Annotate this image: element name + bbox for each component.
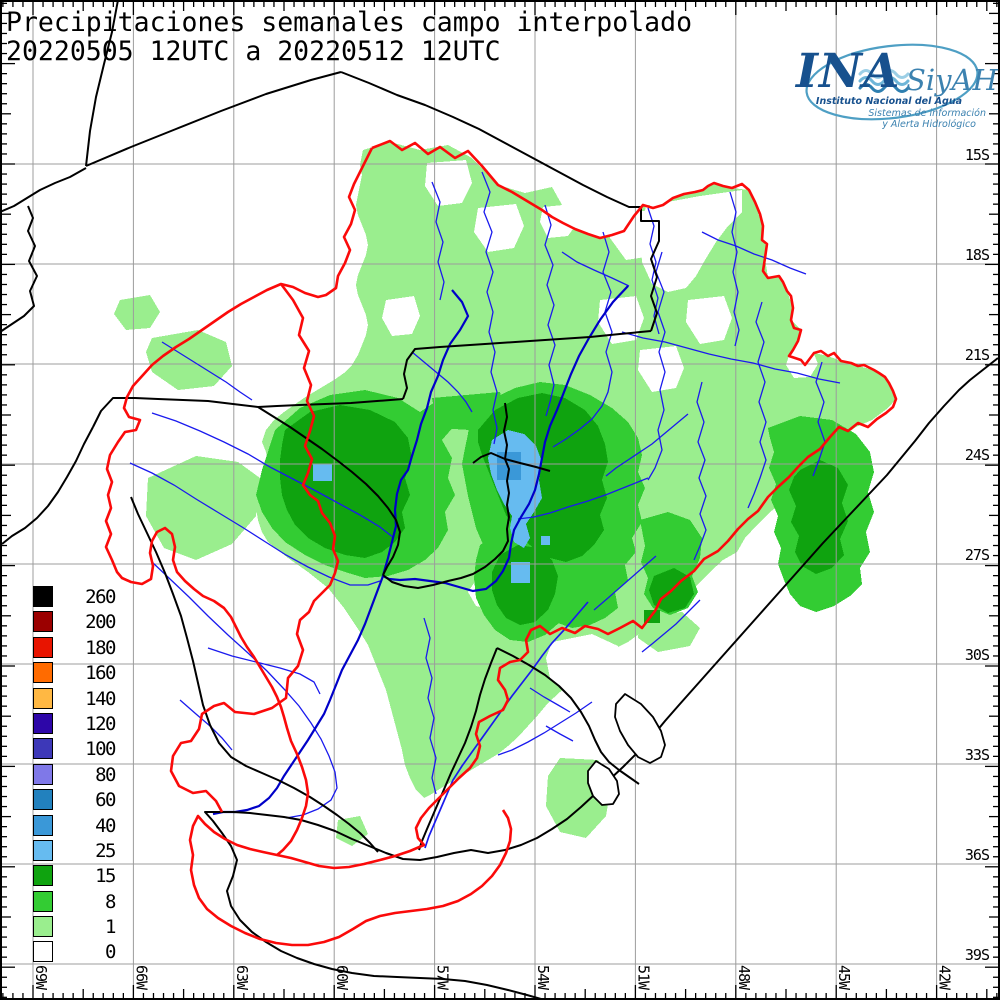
border-uruguay-brazil [496,647,640,785]
precip-light-green-patch [114,295,160,330]
lower-parana-river [212,575,385,816]
legend-value: 180 [85,636,116,659]
legend-swatch [33,839,53,861]
logo-ina-text: INA [796,44,901,99]
border-left-edge-1 [0,167,87,213]
lagoa-dos-patos [614,693,666,764]
map-title: Precipitaciones semanales campo interpol… [6,7,693,38]
lon-label: 60W [333,965,351,991]
border-bolivia-brazil [340,71,660,332]
lat-label: 30S [965,646,990,664]
border-pilcomayo [257,406,401,576]
legend-value: 8 [105,890,116,913]
lat-axis-labels: 15S 18S 21S 24S 27S 30S 33S 36S 39S [965,146,991,964]
legend-swatch [33,865,53,887]
legend-swatch [33,712,53,734]
coastline-atlantic [204,357,999,1000]
border-sierras-diagonal [130,496,379,853]
legend-swatch [33,611,53,633]
logo-subtitle-1: Instituto Nacional del Agua [815,96,962,107]
lon-label: 51W [634,965,652,991]
ina-siyah-logo: INA SiyAH Instituto Nacional del Agua Si… [780,40,998,130]
legend-value: 25 [95,839,116,862]
lat-label: 36S [965,846,990,864]
border-paraguay-brazil [503,402,508,460]
legend-swatch [33,814,53,836]
lon-axis-labels: 69W 66W 63W 60W 57W 54W 51W 48W 45W 42W [32,965,954,991]
logo-graphics [805,43,979,121]
paraguay-river [381,289,470,577]
legend-swatch [33,890,53,912]
legend-value: 15 [95,865,116,888]
lon-label: 57W [434,965,452,991]
border-parana-arg-par [382,458,510,589]
lon-label: 48W [735,965,753,991]
lat-label: 27S [965,546,990,564]
legend-value: 0 [105,941,116,964]
border-uruguay-west [418,647,498,851]
legend-value: 200 [85,611,116,634]
legend-value: 120 [85,712,116,735]
logo-wave-icon [858,69,910,93]
lagoa-mirim [587,760,620,806]
border-left-edge-2 [0,205,38,333]
border-bolivia-north [85,71,342,167]
lon-label: 66W [132,965,150,991]
rivers-layer [129,171,841,849]
lon-label: 45W [835,965,853,991]
lon-label: 42W [936,965,954,991]
logo-subtitle-3: y Alerta Hidrológico [882,119,976,130]
border-bolivia-paraguay [257,398,404,408]
border-iguazu-east [504,458,551,472]
legend-value: 60 [95,789,116,812]
lat-label: 18S [965,246,990,264]
lon-label: 69W [32,965,50,991]
precip-light-green-patch [336,816,368,846]
lon-label: 54W [534,965,552,991]
basin-west-outer [104,147,374,856]
border-andes-mid [1,426,94,545]
legend-value: 40 [95,814,116,837]
precipitation-layer [114,142,896,846]
legend-value: 80 [95,763,116,786]
legend-swatch [33,763,53,785]
basin-main-loop [188,139,898,947]
legend-value: 100 [85,738,116,761]
map-date-range: 20220505 12UTC a 20220512 12UTC [6,36,501,67]
legend-swatch [33,662,53,684]
legend-value: 160 [85,662,116,685]
basin-west-inner [169,283,340,813]
logo-swoosh-ellipse [805,43,979,121]
lat-label: 39S [965,946,990,964]
legend-swatch [33,789,53,811]
legend-swatch [33,916,53,938]
lat-label: 24S [965,446,990,464]
logo-siyah-text: SiyAH [906,63,998,97]
legend-swatch [33,636,53,658]
legend-swatch [33,687,53,709]
border-bolivia-paraguay-north [402,330,652,400]
basin-outline [104,139,898,947]
logo-subtitle-2: Sistemas de información [868,108,986,119]
legend-value: 260 [85,586,116,608]
legend-value: 140 [85,687,116,710]
legend-swatch [33,941,53,963]
legend-value: 1 [105,916,116,939]
border-iguazu-west [472,452,506,464]
lat-label: 15S [965,146,990,164]
legend-swatch [33,738,53,760]
border-argentina-bolivia [92,397,259,428]
precip-light-green-patch [146,456,260,560]
legend-swatch [33,586,53,607]
lon-label: 63W [233,965,251,991]
lat-label: 21S [965,346,990,364]
lat-label: 33S [965,746,990,764]
border-andes-north [85,0,119,167]
